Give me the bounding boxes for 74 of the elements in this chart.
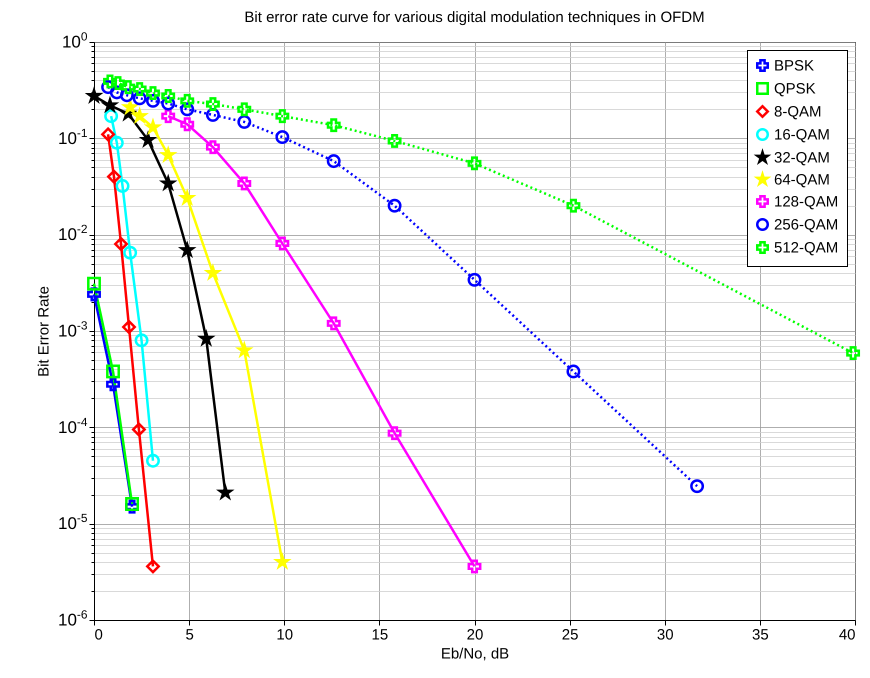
point: [326, 154, 341, 168]
point: [121, 80, 136, 94]
point: [132, 82, 147, 96]
point: [690, 479, 704, 494]
point: [275, 130, 290, 144]
y-tick-label: 10$^{-4}$: [58, 414, 88, 437]
point: [125, 497, 139, 511]
point: [106, 364, 120, 378]
point: [468, 156, 482, 170]
point: [237, 102, 252, 116]
point: [206, 140, 220, 154]
y-axis-title: Bit Error Rate: [35, 286, 52, 377]
legend-label: QPSK: [774, 80, 816, 98]
point: [161, 109, 176, 124]
legend-label: 8-QAM: [774, 104, 822, 120]
point: [103, 74, 117, 88]
point: [101, 127, 116, 142]
point: [123, 246, 138, 260]
point: [275, 236, 290, 250]
point: [388, 198, 402, 213]
point: [132, 422, 146, 436]
point: [180, 117, 194, 132]
point: [106, 377, 120, 392]
x-tick-label: 25: [562, 626, 578, 644]
point: [87, 276, 101, 291]
y-tick-label: 10$^{-1}$: [58, 126, 88, 148]
y-tick-label: 10$^{-2}$: [58, 222, 88, 244]
x-tick-label: 30: [656, 626, 674, 644]
y-tick-label: 10$^{-5}$: [58, 511, 88, 534]
x-axis-title: Eb/No, dB: [440, 646, 510, 662]
point: [326, 118, 341, 132]
point: [107, 170, 121, 184]
x-tick-label: 20: [466, 626, 484, 644]
legend-label: 16-QAM: [774, 126, 830, 144]
legend-label: BPSK: [774, 58, 814, 74]
legend-label: 64-QAM: [774, 172, 830, 188]
x-tick-label: 10: [276, 626, 294, 644]
point: [146, 86, 160, 100]
point: [146, 559, 160, 574]
y-tick-label: 10$^{-6}$: [58, 608, 88, 630]
point: [566, 198, 580, 213]
x-tick-label: 15: [372, 626, 388, 644]
point: [846, 346, 860, 360]
point: [206, 97, 220, 111]
point: [275, 109, 290, 124]
point: [134, 333, 149, 348]
point: [116, 179, 130, 193]
point: [114, 237, 128, 251]
x-tick-label: 5: [185, 626, 194, 644]
point: [326, 316, 341, 330]
point: [161, 89, 176, 103]
y-tick-label: 10$^{0}$: [62, 30, 88, 52]
x-tick-label: 0: [94, 626, 103, 644]
point: [104, 109, 118, 124]
point: [111, 76, 125, 90]
legend-label: 256-QAM: [774, 216, 838, 234]
point: [110, 136, 124, 150]
legend-label: 512-QAM: [774, 240, 838, 256]
point: [122, 320, 136, 334]
legend-label: 32-QAM: [774, 150, 830, 166]
point: [237, 176, 252, 190]
point: [146, 454, 160, 468]
y-tick-label: 10$^{-3}$: [58, 318, 88, 340]
point: [468, 272, 482, 287]
point: [388, 134, 402, 148]
point: [237, 114, 252, 129]
point: [388, 426, 402, 440]
legend-label: 128-QAM: [774, 194, 838, 210]
point: [180, 94, 194, 108]
chart-title: Bit error rate curve for various digital modulation techniques in OFDM: [244, 9, 705, 26]
point: [468, 559, 482, 574]
x-tick-label: 35: [752, 626, 769, 644]
x-tick-label: 40: [838, 626, 856, 644]
point: [566, 364, 580, 378]
